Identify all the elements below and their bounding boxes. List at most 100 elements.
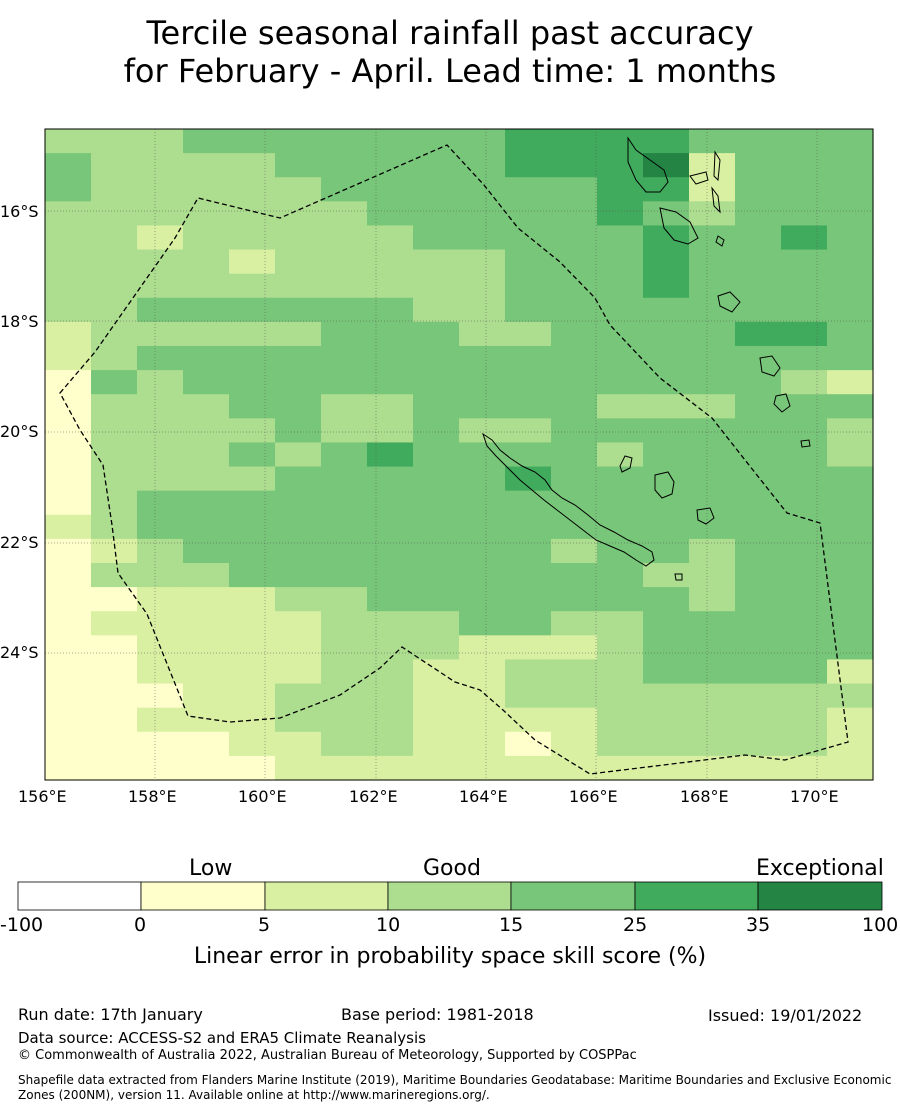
grid-cell <box>597 707 644 733</box>
grid-cell <box>597 394 644 419</box>
skill-grid-cells <box>45 129 874 781</box>
grid-cell <box>137 755 184 781</box>
grid-cell <box>505 297 552 323</box>
grid-cell <box>367 514 414 540</box>
grid-cell <box>413 370 460 395</box>
grid-cell <box>45 201 92 227</box>
pentecost-island <box>711 186 721 214</box>
grid-cell <box>275 538 322 564</box>
grid-cell <box>735 683 782 709</box>
grid-cell <box>643 201 690 227</box>
grid-cell <box>735 370 782 395</box>
epi-island <box>715 235 725 247</box>
grid-cell <box>643 466 690 492</box>
grid-cell <box>413 297 460 323</box>
grid-cell <box>551 370 598 395</box>
grid-cell <box>735 659 782 685</box>
grid-cell <box>689 490 736 516</box>
grid-cell <box>91 755 138 781</box>
grid-cell <box>183 466 230 492</box>
isle-of-pines <box>674 573 683 581</box>
map-title-line-1: Tercile seasonal rainfall past accuracy <box>146 14 754 52</box>
grid-cell <box>137 321 184 347</box>
grid-cell <box>91 611 138 636</box>
colorbar-tick-10: 10 <box>376 914 401 936</box>
grid-cell <box>91 225 138 251</box>
grid-cell <box>505 611 552 636</box>
grid-cell <box>827 321 874 347</box>
grid-cell <box>689 321 736 347</box>
grid-cell <box>183 177 230 202</box>
lon-label-160e: 160°E <box>238 787 287 806</box>
grid-cell <box>597 563 644 588</box>
grid-cell <box>689 346 736 371</box>
grid-cell <box>643 153 690 178</box>
grid-cell <box>229 297 276 323</box>
grid-cell <box>137 563 184 588</box>
grid-cell <box>229 225 276 251</box>
grid-cell <box>781 587 828 612</box>
grid-cell <box>551 731 598 757</box>
colorbar <box>17 881 883 911</box>
lon-label-164e: 164°E <box>459 787 508 806</box>
eez-boundary <box>59 144 849 775</box>
grid-cell <box>275 370 322 395</box>
grid-cell <box>735 707 782 733</box>
grid-cell <box>459 225 506 251</box>
grid-cell <box>321 659 368 685</box>
grid-cell <box>275 321 322 347</box>
grid-cell <box>321 635 368 661</box>
grid-cell <box>643 683 690 709</box>
grid-cell <box>459 249 506 275</box>
grid-cell <box>459 707 506 733</box>
grid-cell <box>781 611 828 636</box>
grid-cell <box>459 346 506 371</box>
grid-cell <box>45 297 92 323</box>
grid-cell <box>459 683 506 709</box>
grid-cell <box>551 587 598 612</box>
grid-cell <box>45 635 92 661</box>
grid-cell <box>91 201 138 227</box>
grid-cell <box>183 297 230 323</box>
grid-cell <box>781 153 828 178</box>
grid-cell <box>459 201 506 227</box>
grid-cell <box>137 273 184 299</box>
grid-cell <box>643 225 690 251</box>
grid-cell <box>367 466 414 492</box>
grid-cell <box>367 370 414 395</box>
grid-cell <box>275 225 322 251</box>
grid-cell <box>459 370 506 395</box>
skill-score-map <box>44 128 874 781</box>
grid-cell <box>183 707 230 733</box>
shapefile-credit: Shapefile data extracted from Flanders M… <box>18 1073 892 1102</box>
grid-cell <box>827 490 874 516</box>
lon-label-162e: 162°E <box>349 787 398 806</box>
grid-cell <box>689 683 736 709</box>
grid-cell <box>137 731 184 757</box>
grid-cell <box>643 442 690 468</box>
grid-cell <box>505 707 552 733</box>
grid-cell <box>137 514 184 540</box>
grid-cell <box>229 683 276 709</box>
grid-cell <box>137 129 184 154</box>
grid-cell <box>781 659 828 685</box>
grid-cell <box>413 563 460 588</box>
grid-cell <box>367 394 414 419</box>
grid-cell <box>45 249 92 275</box>
grid-cell <box>689 225 736 251</box>
grid-cell <box>91 659 138 685</box>
grid-cell <box>367 225 414 251</box>
grid-cell <box>275 418 322 444</box>
grid-cell <box>413 346 460 371</box>
grid-cell <box>367 346 414 371</box>
grid-cell <box>321 490 368 516</box>
grid-cell <box>137 297 184 323</box>
grid-cell <box>827 514 874 540</box>
grid-cell <box>91 153 138 178</box>
grid-cell <box>643 418 690 444</box>
grid-cell <box>505 538 552 564</box>
grid-cell <box>137 707 184 733</box>
grid-cell <box>413 707 460 733</box>
grid-cell <box>551 225 598 251</box>
new-caledonia-island <box>482 432 655 567</box>
